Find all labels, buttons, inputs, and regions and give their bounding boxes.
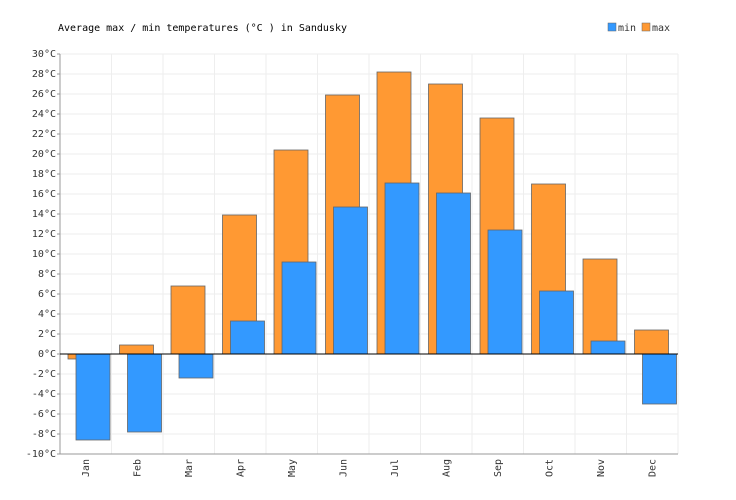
y-tick-label: 12°C <box>32 229 56 240</box>
x-tick-label: Oct <box>544 459 555 477</box>
bar <box>281 261 317 355</box>
x-tick-label: Jun <box>338 459 349 477</box>
bar <box>582 258 618 355</box>
legend-swatch <box>607 22 617 32</box>
bar <box>539 290 574 355</box>
y-tick-label: 0°C <box>38 349 56 360</box>
bar <box>119 344 154 355</box>
y-tick-label: 6°C <box>38 289 56 300</box>
legend-label: min <box>618 23 636 34</box>
x-tick-label: Jan <box>81 459 92 477</box>
bar <box>178 353 214 379</box>
chart-title: Average max / min temperatures (°C ) in … <box>58 23 347 34</box>
y-tick-label: 4°C <box>38 309 56 320</box>
y-tick-label: 20°C <box>32 149 56 160</box>
bar <box>384 182 420 355</box>
x-tick-label: Feb <box>132 459 143 477</box>
bar <box>170 285 206 355</box>
y-tick-label: 28°C <box>32 69 56 80</box>
y-tick-label: 30°C <box>32 49 56 60</box>
bar <box>634 329 669 355</box>
y-tick-label: 24°C <box>32 109 56 120</box>
y-tick-label: -10°C <box>26 449 56 460</box>
y-tick-label: 22°C <box>32 129 56 140</box>
bar <box>487 229 523 355</box>
x-tick-label: Jul <box>390 459 401 477</box>
y-tick-label: 10°C <box>32 249 56 260</box>
bar <box>75 353 111 441</box>
bar <box>333 206 368 355</box>
y-tick-label: 8°C <box>38 269 56 280</box>
y-tick-label: 16°C <box>32 189 56 200</box>
x-tick-label: Apr <box>235 459 246 477</box>
y-tick-label: 26°C <box>32 89 56 100</box>
x-tick-label: May <box>287 459 298 477</box>
legend-label: max <box>652 23 670 34</box>
bar <box>230 320 265 355</box>
y-tick-label: -4°C <box>32 389 56 400</box>
x-tick-label: Aug <box>441 459 452 477</box>
bar <box>436 192 471 355</box>
y-tick-label: -6°C <box>32 409 56 420</box>
legend-swatch <box>641 22 651 32</box>
x-tick-label: Mar <box>184 459 195 477</box>
y-tick-label: -8°C <box>32 429 56 440</box>
x-tick-label: Sep <box>493 459 504 477</box>
x-tick-label: Nov <box>596 459 607 477</box>
y-tick-label: 14°C <box>32 209 56 220</box>
bar <box>642 353 677 405</box>
y-tick-label: 18°C <box>32 169 56 180</box>
y-tick-label: -2°C <box>32 369 56 380</box>
bar <box>590 340 626 355</box>
bar <box>127 353 162 433</box>
x-tick-label: Dec <box>647 459 658 477</box>
y-tick-label: 2°C <box>38 329 56 340</box>
